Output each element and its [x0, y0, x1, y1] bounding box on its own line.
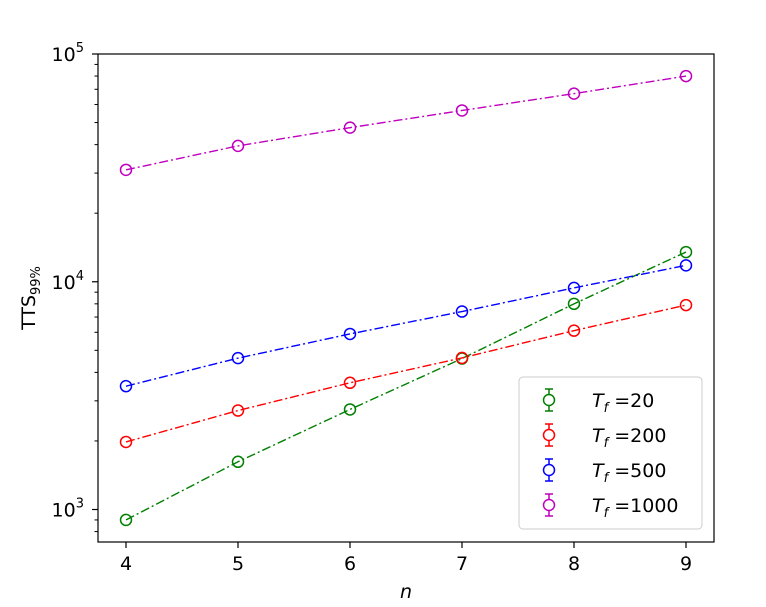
- legend-box: [518, 376, 703, 530]
- y-axis-label: TTS99%: [18, 266, 44, 331]
- y-axis-label-sub: 99%: [29, 266, 44, 295]
- data-point-20-4: [119, 513, 133, 527]
- data-point-500-5: [231, 351, 245, 365]
- legend-label-200: Tf =200: [592, 425, 666, 451]
- x-axis: 4 5 6 7 8 9: [120, 542, 692, 575]
- data-point-1000-5: [231, 139, 245, 153]
- x-tick-label-9: 9: [680, 553, 692, 575]
- x-tick-label-5: 5: [232, 553, 244, 575]
- plot-frame: [97, 53, 715, 543]
- y-tick-label-10000: 104: [52, 269, 84, 294]
- legend-label-20: Tf =20: [592, 390, 654, 416]
- data-point-1000-6: [343, 121, 357, 134]
- legend-label-500: Tf =500: [592, 460, 666, 486]
- data-point-200-5: [231, 404, 245, 417]
- data-point-20-6: [343, 403, 357, 416]
- legend: Tf =20 Tf =200 Tf =500 Tf =1000: [518, 376, 703, 530]
- data-point-20-9: [679, 245, 693, 259]
- data-point-200-4: [119, 435, 133, 449]
- series-line-200: [125, 304, 687, 443]
- data-point-200-8: [567, 324, 581, 337]
- data-point-1000-9: [679, 69, 693, 83]
- series-line-1000: [125, 75, 687, 171]
- data-point-500-7: [455, 305, 469, 318]
- data-point-200-6: [343, 376, 357, 390]
- legend-marker-500: [542, 463, 556, 477]
- data-point-20-8: [567, 297, 581, 311]
- legend-marker-20: [542, 393, 556, 407]
- series-layer: [119, 69, 693, 527]
- x-tick-label-8: 8: [568, 553, 580, 575]
- data-point-200-9: [679, 298, 693, 312]
- series-line-20: [125, 251, 687, 521]
- data-point-500-8: [567, 281, 581, 295]
- y-axis: 103 104 105: [52, 41, 98, 533]
- data-point-1000-7: [455, 104, 469, 117]
- data-point-500-9: [679, 259, 693, 272]
- x-tick-label-6: 6: [344, 553, 356, 575]
- legend-marker-1000: [542, 498, 556, 512]
- y-tick-label-1000: 103: [52, 497, 84, 522]
- legend-label-1000: Tf =1000: [592, 495, 679, 521]
- series-line-500: [125, 264, 687, 387]
- data-point-1000-8: [567, 87, 581, 100]
- data-point-500-4: [119, 379, 133, 393]
- data-point-200-7: [455, 351, 469, 365]
- x-tick-label-4: 4: [120, 553, 132, 575]
- data-point-1000-4: [119, 163, 133, 177]
- legend-marker-200: [542, 428, 556, 442]
- x-axis-label: n: [400, 581, 412, 603]
- x-tick-label-7: 7: [456, 553, 468, 575]
- data-point-20-5: [231, 455, 245, 469]
- data-point-500-6: [343, 327, 357, 341]
- y-tick-label-100000: 105: [52, 41, 84, 66]
- y-axis-label-main: TTS: [18, 295, 40, 331]
